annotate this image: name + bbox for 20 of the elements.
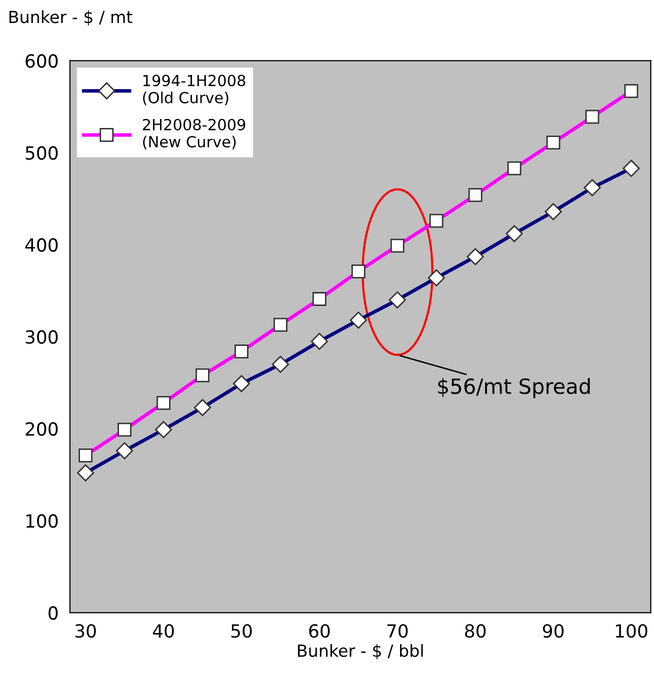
y-tick-label: 0 [48,606,58,620]
x-tick-label: 70 [387,624,408,638]
x-tick-label: 90 [542,624,564,638]
legend-label: 2H2008-2009 (New Curve) [142,118,246,150]
y-tick-label: 400 [25,238,58,252]
x-tick-label: 80 [465,624,486,638]
x-axis-title: Bunker - $ / bbl [298,644,423,660]
y-tick-label: 200 [26,422,58,436]
annotation: $56/mt Spread [438,378,590,398]
y-tick-label: 500 [26,146,58,160]
y-axis-title: Bunker - $ / mt [9,10,132,26]
x-tick-label: 40 [152,624,174,638]
y-tick-label: 300 [26,330,58,344]
y-tick-label: 600 [26,54,58,68]
x-tick-label: 30 [75,624,96,638]
x-tick-label: 50 [231,624,252,638]
legend-label: 1994-1H2008 (Old Curve) [143,74,246,106]
x-tick-label: 60 [309,624,330,638]
y-tick-label: 100 [26,514,58,528]
x-tick-label: 100 [616,624,648,638]
